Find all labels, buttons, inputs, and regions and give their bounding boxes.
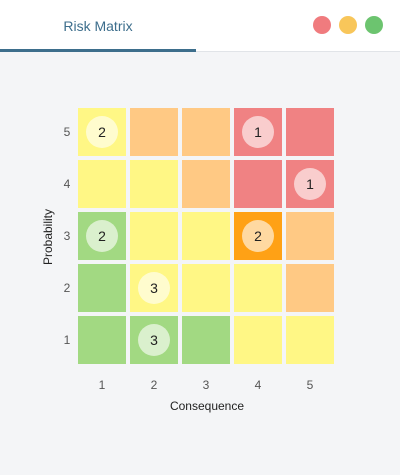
count-marker-p5-c1 [86,116,118,148]
x-tick-label: 4 [255,378,262,392]
count-marker-p1-c2 [138,324,170,356]
matrix-cells [78,108,334,364]
matrix-cell-p1-c3 [182,316,230,364]
matrix-cell-p5-c3 [182,108,230,156]
matrix-cell-p1-c1 [78,316,126,364]
matrix-cell-p1-c5 [286,316,334,364]
matrix-cell-p2-c1 [78,264,126,312]
count-marker-p2-c2 [138,272,170,304]
matrix-cell-p5-c5 [286,108,334,156]
count-label-p5-c1: 2 [98,124,106,140]
tab-label: Risk Matrix [63,18,133,34]
y-tick-label: 4 [64,177,71,191]
x-tick-label: 3 [203,378,210,392]
matrix-cell-p5-c2 [130,108,178,156]
y-tick-label: 1 [64,333,71,347]
count-label-p5-c4: 1 [254,124,262,140]
y-tick-label: 3 [64,229,71,243]
y-tick-label: 2 [64,281,71,295]
matrix-cell-p4-c2 [130,160,178,208]
count-marker-p3-c1 [86,220,118,252]
matrix-cell-p2-c4 [234,264,282,312]
count-label-p1-c2: 3 [150,332,158,348]
x-tick-label: 5 [307,378,314,392]
title-bar: Risk Matrix [0,0,400,52]
count-label-p3-c1: 2 [98,228,106,244]
risk-matrix-chart: 2 1 1 2 2 3 3 1 2 3 4 5 1 2 3 4 5 Consequence Probabili… [41,108,334,413]
tab-risk-matrix[interactable]: Risk Matrix [0,0,196,52]
matrix-cell-p3-c3 [182,212,230,260]
matrix-cell-p3-c5 [286,212,334,260]
matrix-cell-p3-c2 [130,212,178,260]
matrix-cell-p4-c3 [182,160,230,208]
count-markers: 2 1 1 2 2 3 3 [86,116,326,356]
maximize-button[interactable] [365,16,383,34]
count-marker-p4-c5 [294,168,326,200]
matrix-cell-p2-c5 [286,264,334,312]
close-button[interactable] [313,16,331,34]
matrix-cell-p4-c4 [234,160,282,208]
x-tick-label: 1 [99,378,106,392]
count-label-p3-c4: 2 [254,228,262,244]
matrix-cell-p2-c3 [182,264,230,312]
count-label-p2-c2: 3 [150,280,158,296]
matrix-cell-p1-c4 [234,316,282,364]
matrix-cell-p4-c1 [78,160,126,208]
count-marker-p5-c4 [242,116,274,148]
axis-ticks: 1 2 3 4 5 1 2 3 4 5 [64,125,314,392]
y-tick-label: 5 [64,125,71,139]
y-axis-title: Probability [41,209,55,265]
count-marker-p3-c4 [242,220,274,252]
x-axis-title: Consequence [170,399,244,413]
count-label-p4-c5: 1 [306,176,314,192]
x-tick-label: 2 [151,378,158,392]
minimize-button[interactable] [339,16,357,34]
